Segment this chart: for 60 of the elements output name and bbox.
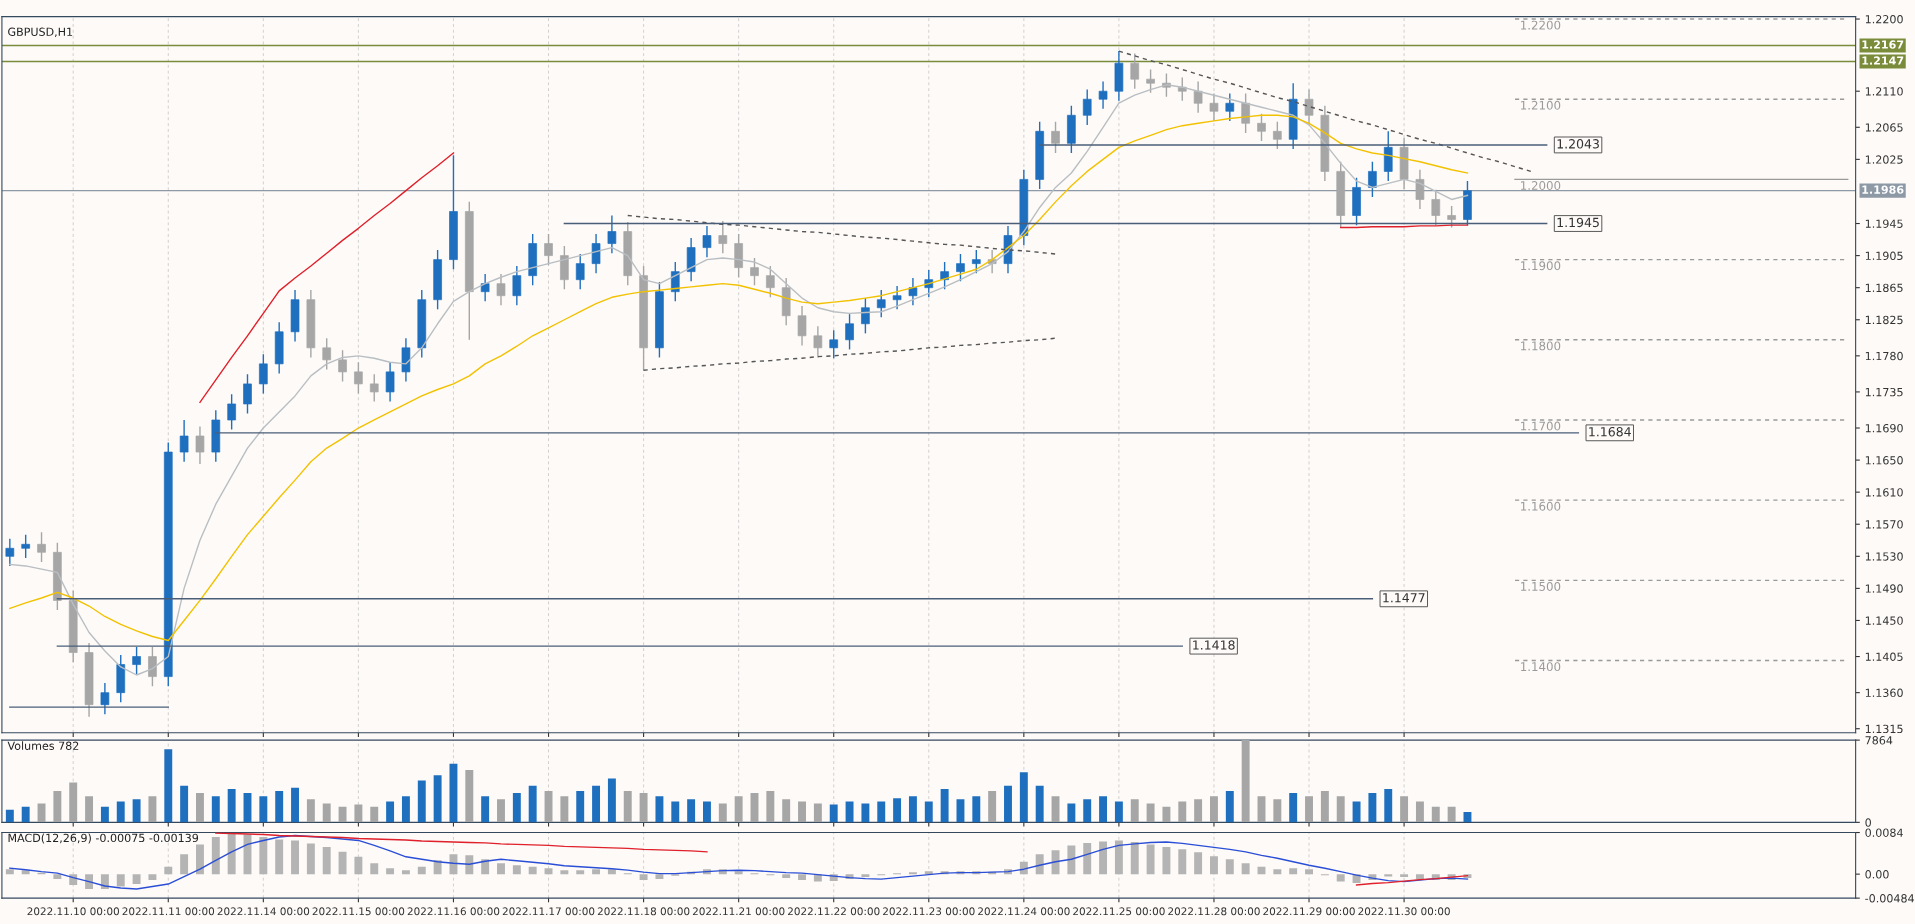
series-label: 1.1684 [1589,426,1631,437]
y-tick-label: 1.1780 [1865,351,1903,361]
x-tick-label: 2022.11.23 00:00 [883,907,975,916]
y-tick-label: 1.1315 [1865,724,1903,734]
series-label: 1.1500 [1521,581,1561,591]
x-tick-label: 2022.11.30 00:00 [1358,907,1450,916]
x-tick-label: 2022.11.28 00:00 [1168,907,1260,916]
x-tick-label: 2022.11.11 00:00 [122,907,215,916]
ref-line-label: 1.2167 [1862,40,1904,49]
chart-title: Volumes 782 [7,741,79,750]
ref-line-label: 1.1986 [1862,185,1904,194]
y-tick-label: 1.1530 [1865,552,1903,561]
y-tick-label: -0.00484 [1865,894,1914,903]
y-tick-label: 0.00 [1865,870,1889,879]
y-tick-label: 7864 [1865,736,1893,745]
y-tick-label: 1.1610 [1865,488,1903,497]
x-tick-label: 2022.11.16 00:00 [407,907,500,916]
y-tick-label: 1.1570 [1865,520,1903,529]
series-label: 1.1700 [1521,421,1561,431]
series-label: 1.1477 [1383,593,1425,603]
y-tick-label: 1.1450 [1865,616,1903,625]
y-tick-label: 1.1945 [1865,219,1903,228]
y-tick-label: 0.0084 [1865,828,1903,837]
x-tick-label: 2022.11.10 00:00 [27,907,120,916]
y-tick-label: 1.1690 [1865,423,1903,433]
y-tick-label: 1.1825 [1865,315,1903,325]
x-tick-label: 2022.11.29 00:00 [1263,907,1355,916]
series-label: 1.2100 [1521,100,1561,110]
series-label: 1.2200 [1521,20,1561,30]
text: GBPUSD,H1 [8,27,73,38]
y-tick-label: 1.1490 [1865,584,1903,593]
series-label: 1.1400 [1521,662,1561,672]
y-tick-label: 1.2110 [1865,87,1903,96]
y-tick-label: 1.1360 [1865,688,1903,698]
ref-line-label: 1.2147 [1862,56,1904,65]
y-tick-label: 1.1905 [1865,251,1903,260]
series-label: 1.2000 [1521,181,1561,190]
x-tick-label: 2022.11.24 00:00 [978,907,1070,916]
series-label: 1.1600 [1521,501,1561,511]
chart-title: MACD(12,26,9) -0.00075 -0.00139 [8,833,199,844]
series-label: 1.1900 [1521,261,1561,271]
x-tick-label: 2022.11.21 00:00 [692,907,785,916]
y-tick-label: 1.1735 [1865,387,1903,397]
y-tick-label: 1.2065 [1865,123,1903,132]
y-tick-label: 1.2200 [1865,15,1903,24]
series-label: 1.1418 [1193,640,1235,650]
x-tick-label: 2022.11.22 00:00 [787,907,880,916]
x-tick-label: 2022.11.14 00:00 [217,907,310,916]
y-tick-label: 1.1405 [1865,652,1903,661]
x-tick-label: 2022.11.18 00:00 [597,907,690,916]
x-tick-label: 2022.11.15 00:00 [312,907,405,916]
y-tick-label: 1.1865 [1865,283,1903,293]
x-tick-label: 2022.11.25 00:00 [1073,907,1165,916]
y-tick-label: 0 [1865,818,1871,827]
y-tick-label: 1.2025 [1865,155,1903,164]
x-tick-label: 2022.11.17 00:00 [502,907,595,916]
series-label: 1.1800 [1521,341,1561,351]
series-label: 1.1945 [1557,217,1599,228]
series-label: 1.2043 [1557,139,1599,149]
y-tick-label: 1.1650 [1865,456,1903,465]
